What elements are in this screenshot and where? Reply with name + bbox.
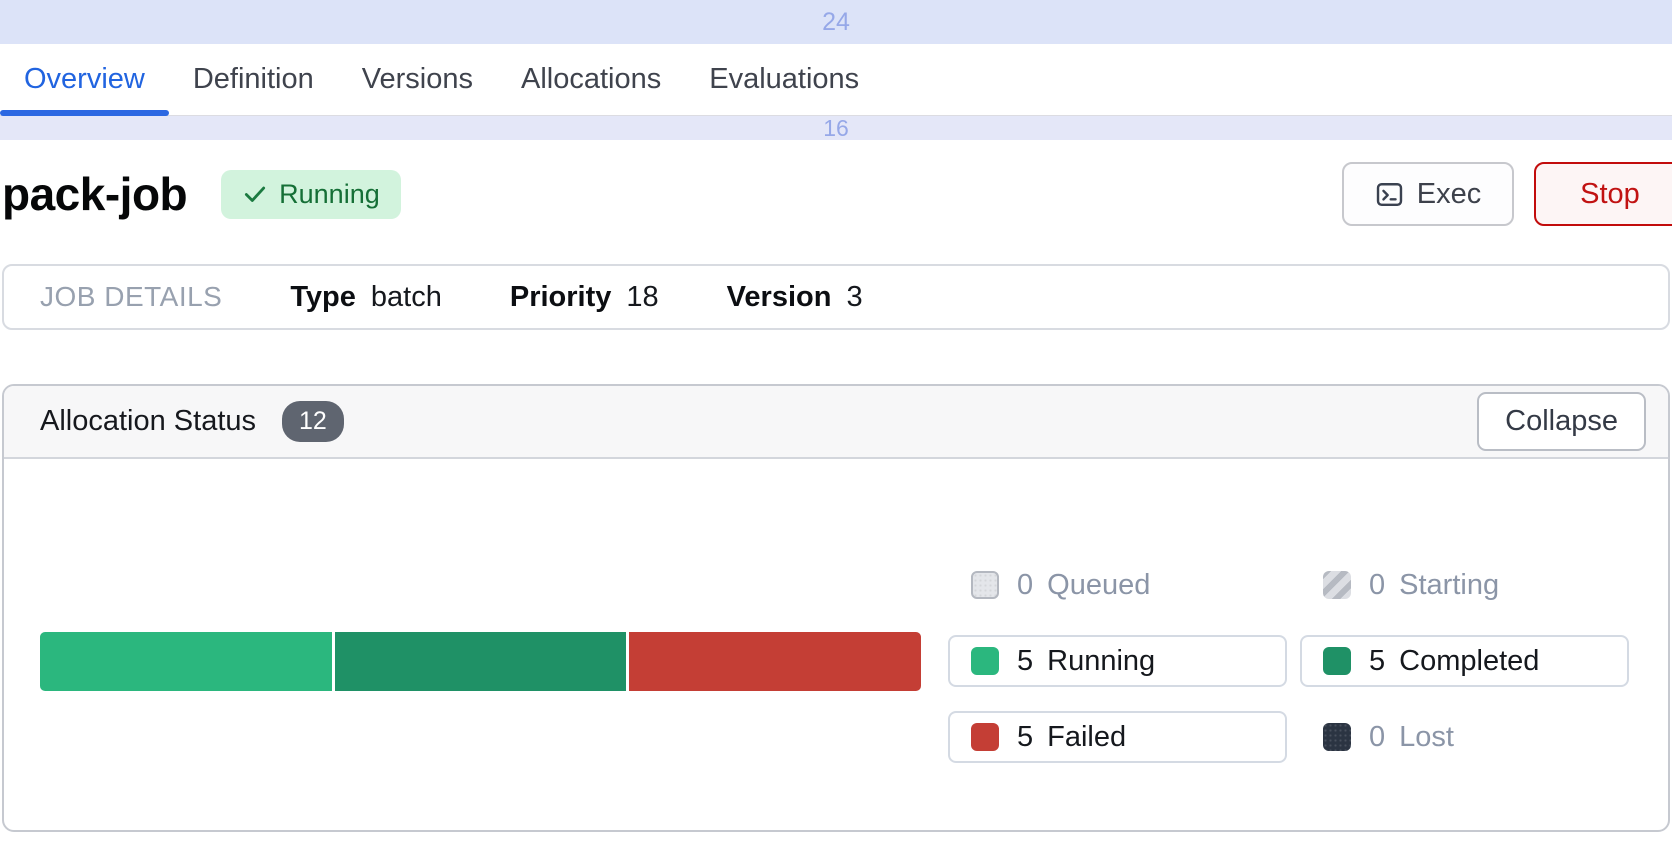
tab-definition-label: Definition [192,63,314,95]
legend-queued-label: Queued [1047,568,1151,601]
legend-starting-value: 0 [1369,568,1386,601]
legend-completed-value: 5 [1369,644,1386,677]
job-detail-version-label: Version [726,280,832,313]
collapse-button[interactable]: Collapse [1477,392,1646,451]
legend-running-label: Running [1047,644,1156,677]
tab-overview-label: Overview [24,63,145,95]
allocation-bar-area [40,559,921,830]
exec-button-label: Exec [1416,177,1482,210]
bar-segment-failed[interactable] [629,632,921,691]
status-badge-label: Running [279,178,380,209]
stop-button-label: Stop [1580,177,1640,210]
legend-failed-value: 5 [1017,720,1034,753]
terminal-icon [1375,180,1404,209]
page-header: pack-job Running Exec Stop [0,162,1672,226]
spacing-annotation-middle: 16 [0,114,1672,141]
page-title: pack-job [2,168,188,220]
tab-versions-label: Versions [361,63,473,95]
legend-lost-label: Lost [1399,720,1454,753]
allocation-status-panel-header: Allocation Status 12 Collapse [4,386,1668,459]
spacing-annotation-top: 24 [0,0,1672,44]
check-icon [242,181,268,207]
legend-item-running[interactable]: 5 Running [948,635,1287,687]
starting-swatch-icon [1323,571,1351,599]
job-tab-bar: Overview Definition Versions Allocations… [0,44,1672,116]
failed-swatch-icon [971,723,999,751]
job-detail-version: Version 3 [727,281,863,314]
allocation-count-badge: 12 [282,401,344,442]
job-detail-priority-label: Priority [509,280,612,313]
job-detail-type-label: Type [290,280,356,313]
spacing-annotation-middle-value: 16 [823,114,849,141]
legend-item-failed[interactable]: 5 Failed [948,711,1287,763]
legend-item-completed[interactable]: 5 Completed [1300,635,1629,687]
tab-versions[interactable]: Versions [338,44,497,115]
legend-starting-label: Starting [1399,568,1500,601]
allocation-status-panel: Allocation Status 12 Collapse 0 Queued 0… [2,384,1670,832]
legend-lost-value: 0 [1369,720,1386,753]
job-detail-priority: Priority 18 [510,281,659,314]
legend-item-starting: 0 Starting [1300,559,1629,611]
tab-evaluations-label: Evaluations [709,63,860,95]
job-detail-type: Type batch [290,281,442,314]
bar-segment-running[interactable] [40,632,332,691]
tab-evaluations[interactable]: Evaluations [685,44,883,115]
running-swatch-icon [971,647,999,675]
bar-segment-completed[interactable] [334,632,627,691]
job-detail-version-value: 3 [846,280,863,313]
legend-queued-value: 0 [1017,568,1034,601]
legend-item-lost: 0 Lost [1300,711,1629,763]
legend-item-queued: 0 Queued [948,559,1287,611]
tab-overview[interactable]: Overview [0,44,169,116]
tab-allocations[interactable]: Allocations [497,44,685,115]
tab-definition[interactable]: Definition [169,44,338,115]
legend-running-value: 5 [1017,644,1034,677]
exec-button[interactable]: Exec [1342,162,1514,226]
status-badge: Running [221,169,401,219]
allocation-legend: 0 Queued 0 Starting 5 Running 5 Complete… [948,559,1629,830]
job-details-section-label: JOB DETAILS [40,281,223,312]
job-details-strip: JOB DETAILS Type batch Priority 18 Versi… [2,264,1670,330]
job-detail-type-value: batch [370,280,442,313]
allocation-stacked-bar [40,632,921,691]
tab-allocations-label: Allocations [521,63,662,95]
legend-completed-label: Completed [1399,644,1540,677]
queued-swatch-icon [971,571,999,599]
lost-swatch-icon [1323,723,1351,751]
stop-button[interactable]: Stop [1534,162,1672,226]
allocation-status-panel-body: 0 Queued 0 Starting 5 Running 5 Complete… [4,459,1668,830]
completed-swatch-icon [1323,647,1351,675]
allocation-status-title: Allocation Status [40,405,257,437]
spacing-annotation-top-value: 24 [822,7,850,36]
job-detail-priority-value: 18 [626,280,659,313]
legend-failed-label: Failed [1047,720,1127,753]
